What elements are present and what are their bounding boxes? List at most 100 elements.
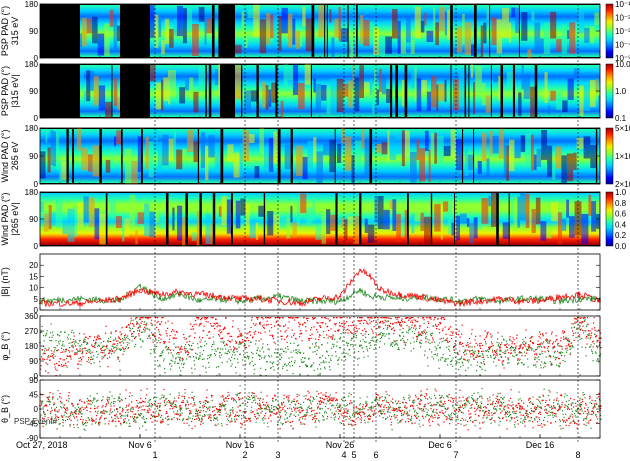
data-point	[572, 330, 574, 332]
data-point	[108, 423, 110, 425]
spectrogram-cell	[302, 6, 306, 27]
data-point	[63, 419, 65, 421]
spectrogram-cell	[267, 210, 274, 236]
data-point	[205, 320, 207, 323]
data-point	[433, 358, 435, 360]
data-point	[139, 427, 141, 429]
data-point	[120, 349, 122, 351]
data-point	[587, 323, 589, 325]
data-point	[600, 407, 602, 409]
data-point	[83, 401, 85, 403]
data-point	[169, 408, 171, 410]
colorbar	[605, 3, 614, 59]
data-point	[290, 342, 292, 345]
data-point	[86, 360, 88, 363]
data-point	[232, 320, 234, 322]
data-point	[206, 334, 208, 336]
data-point	[359, 397, 361, 399]
data-point	[280, 335, 282, 337]
data-point	[580, 406, 582, 408]
data-point	[258, 331, 260, 334]
data-point	[56, 419, 58, 421]
data-point	[290, 317, 292, 319]
data-point	[391, 416, 393, 418]
spectrogram-cell	[175, 89, 180, 99]
data-point	[476, 364, 478, 366]
data-marker	[479, 345, 481, 347]
data-point	[376, 334, 378, 336]
data-point	[289, 404, 291, 406]
data-point	[278, 367, 280, 369]
data-point	[458, 400, 460, 402]
spectrogram-cell	[552, 166, 556, 180]
data-point	[87, 350, 89, 352]
data-point	[191, 420, 193, 423]
data-point	[558, 365, 560, 367]
data-point	[396, 410, 398, 412]
spectrogram-cell	[483, 22, 487, 44]
data-point	[416, 339, 418, 341]
data-point	[316, 390, 318, 393]
data-point	[367, 415, 369, 417]
data-point	[287, 348, 289, 350]
data-point	[387, 320, 389, 322]
data-point	[167, 320, 169, 322]
data-point	[154, 346, 156, 348]
data-point	[82, 350, 84, 352]
data-point	[214, 349, 216, 351]
data-point	[194, 364, 196, 366]
data-point	[201, 353, 203, 355]
data-point	[566, 419, 568, 421]
data-point	[428, 317, 430, 319]
data-point	[524, 351, 526, 353]
data-point	[177, 418, 179, 421]
data-point	[448, 345, 450, 347]
data-point	[312, 419, 314, 421]
data-point	[404, 410, 406, 413]
data-point	[186, 400, 188, 402]
data-point	[480, 366, 482, 368]
data-point	[358, 357, 360, 359]
spectrogram-cell	[502, 222, 509, 240]
data-point	[359, 344, 361, 346]
data-point	[530, 413, 532, 415]
data-point	[178, 352, 180, 354]
spectrogram-cell	[191, 232, 197, 241]
data-gap	[508, 192, 510, 246]
data-marker	[299, 351, 301, 354]
data-point	[556, 364, 558, 366]
data-point	[263, 327, 265, 329]
data-point	[335, 324, 337, 326]
data-gap	[311, 4, 315, 58]
data-marker	[79, 350, 81, 352]
data-point	[220, 332, 222, 334]
data-point	[565, 348, 567, 350]
data-point	[138, 407, 140, 409]
spectrogram-cell	[329, 9, 332, 23]
data-point	[254, 363, 256, 365]
data-point	[327, 337, 329, 339]
data-point	[471, 407, 473, 409]
data-point	[253, 395, 255, 397]
spectrogram-cell	[485, 95, 491, 113]
data-point	[354, 411, 356, 413]
data-point	[110, 336, 112, 338]
data-point	[207, 358, 209, 360]
data-point	[560, 340, 562, 342]
data-point	[541, 350, 543, 352]
data-point	[346, 412, 348, 414]
data-point	[565, 413, 567, 415]
spectrogram-cell	[416, 78, 422, 112]
data-point	[209, 337, 211, 339]
data-point	[584, 407, 586, 409]
data-point	[368, 317, 370, 319]
data-point	[468, 350, 470, 352]
data-point	[269, 356, 271, 358]
data-point	[125, 398, 127, 400]
data-point	[90, 400, 92, 402]
data-point	[218, 366, 220, 368]
spectrogram-cell	[462, 14, 465, 45]
data-point	[90, 403, 92, 405]
spectrogram-cell	[364, 140, 370, 176]
spectrogram-cell	[51, 212, 56, 226]
